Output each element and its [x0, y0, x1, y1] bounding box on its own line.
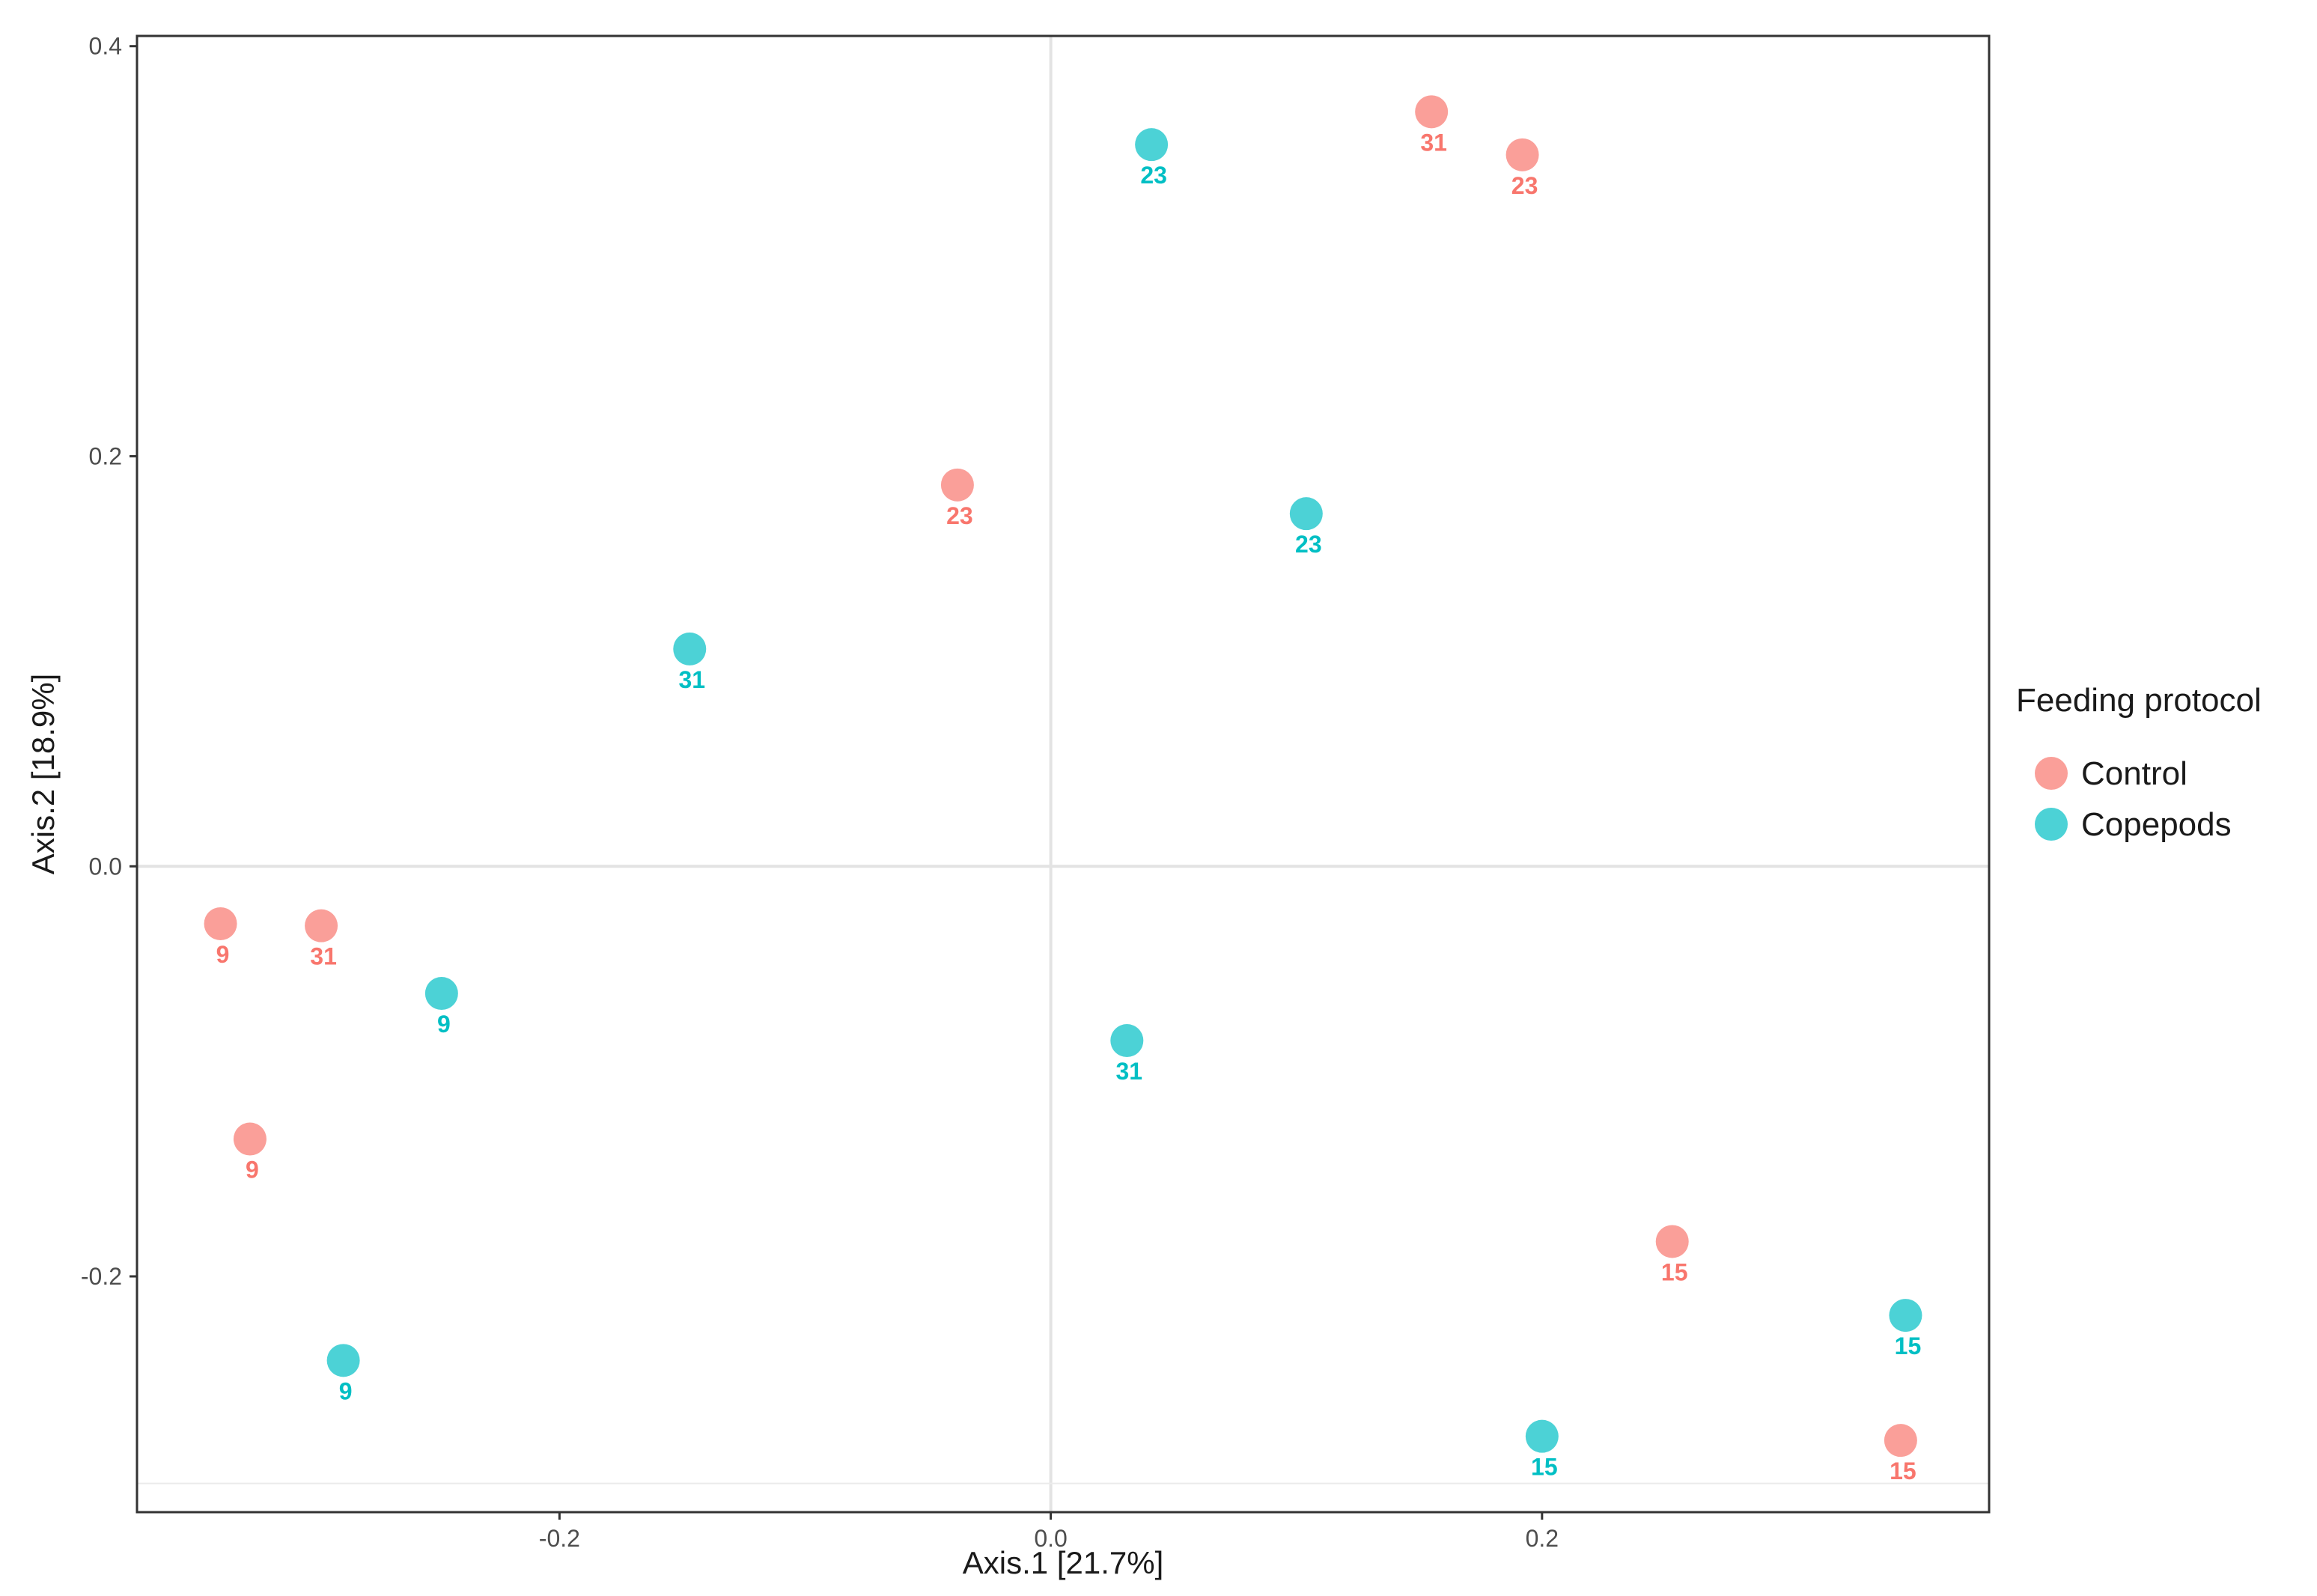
legend-key — [2035, 808, 2068, 841]
point-label: 31 — [678, 666, 705, 693]
data-point — [204, 907, 237, 940]
point-label: 9 — [216, 941, 230, 968]
data-point — [305, 909, 338, 942]
data-point — [1884, 1424, 1917, 1458]
point-label: 23 — [946, 502, 973, 529]
data-point — [1505, 138, 1539, 171]
x-tick-label: -0.2 — [539, 1525, 580, 1552]
y-tick-label: -0.2 — [81, 1263, 122, 1290]
plot-panel-border — [136, 34, 1991, 1514]
x-axis-title: Axis.1 [21.7%] — [963, 1545, 1163, 1580]
point-label: 9 — [339, 1377, 353, 1404]
legend: Feeding protocol Control Copepods — [2016, 682, 2262, 843]
legend-label: Copepods — [2081, 806, 2232, 843]
data-point — [1110, 1024, 1144, 1058]
data-point — [1415, 95, 1449, 129]
y-tick-label: 0.0 — [89, 853, 122, 880]
data-point — [1525, 1419, 1559, 1453]
point-label: 15 — [1890, 1458, 1916, 1484]
y-axis-ticks: 0.4 0.2 0.0 -0.2 — [81, 33, 137, 1290]
data-point — [1289, 497, 1323, 531]
legend-key — [2035, 757, 2068, 790]
point-label: 15 — [1895, 1332, 1922, 1359]
data-point — [1135, 128, 1169, 162]
point-label: 15 — [1661, 1258, 1688, 1285]
y-tick-label: 0.4 — [89, 33, 122, 60]
data-point — [424, 977, 458, 1011]
points-layer — [204, 95, 1922, 1458]
point-label: 23 — [1140, 162, 1167, 189]
y-tick-label: 0.2 — [89, 442, 122, 469]
point-label: 31 — [1420, 129, 1447, 156]
point-label: 23 — [1295, 531, 1322, 558]
reference-lines — [137, 36, 1989, 1512]
legend-label: Control — [2081, 755, 2187, 792]
point-labels-layer: 31 23 23 9 31 9 15 15 23 23 31 9 31 9 15 15 — [216, 129, 1922, 1484]
data-point — [233, 1122, 267, 1156]
x-tick-label: 0.2 — [1526, 1525, 1559, 1552]
x-tick-label: 0.0 — [1034, 1525, 1067, 1552]
point-label: 9 — [246, 1157, 259, 1184]
data-point — [1655, 1225, 1689, 1258]
data-point — [1889, 1299, 1922, 1332]
point-label: 23 — [1511, 172, 1538, 199]
point-label: 31 — [1116, 1058, 1143, 1085]
data-point — [940, 468, 974, 502]
y-axis-title: Axis.2 [18.9%] — [25, 674, 61, 874]
point-label: 31 — [310, 943, 337, 970]
point-label: 9 — [437, 1011, 451, 1038]
data-point — [673, 632, 707, 665]
data-point — [326, 1344, 360, 1377]
legend-title: Feeding protocol — [2016, 682, 2262, 719]
point-label: 15 — [1531, 1454, 1558, 1481]
x-axis-ticks: -0.2 0.0 0.2 — [539, 1512, 1559, 1552]
